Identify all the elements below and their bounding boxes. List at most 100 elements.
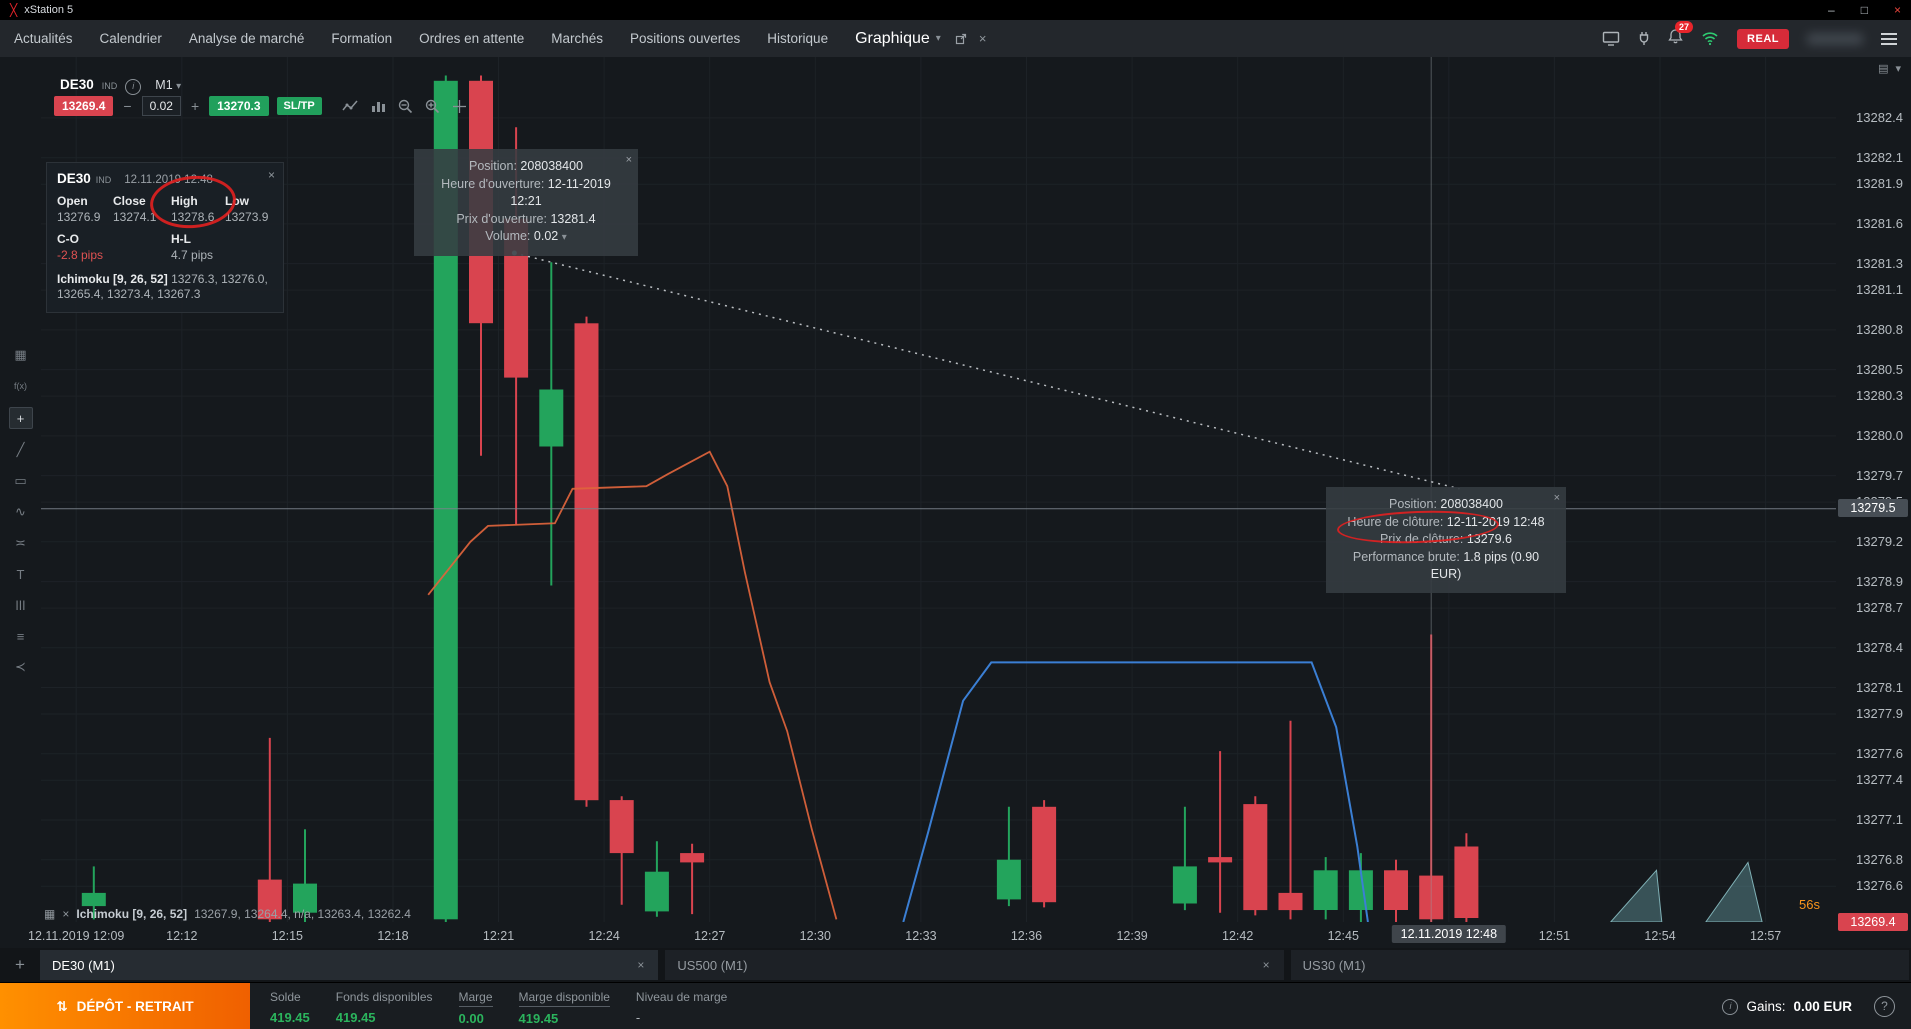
popout-icon[interactable] — [955, 33, 967, 45]
sltp-button[interactable]: SL/TP — [276, 97, 322, 115]
notifications-bell-icon[interactable]: 27 — [1668, 21, 1694, 49]
candle-body — [81, 892, 106, 907]
time-axis-label: 12:27 — [694, 929, 726, 943]
ohlc-col-high: High 13278.6 — [171, 194, 215, 224]
symbol-header: DE30 IND i M1 ▾ — [60, 77, 181, 95]
text-tool-icon[interactable]: T — [16, 566, 25, 582]
price-axis-label: 13281.6 — [1856, 215, 1903, 231]
close-tab-icon[interactable]: × — [1262, 958, 1270, 972]
close-icon[interactable]: × — [267, 168, 275, 182]
price-axis-label: 13280.8 — [1856, 321, 1903, 337]
zoom-in-icon[interactable] — [425, 99, 440, 114]
zoom-out-icon[interactable] — [398, 99, 413, 114]
function-icon[interactable]: f(x) — [14, 381, 27, 391]
nav-item-calendrier[interactable]: Calendrier — [99, 31, 162, 46]
price-axis-label: 13281.3 — [1856, 255, 1903, 271]
time-axis-label: 12:15 — [271, 929, 303, 943]
main-navbar: Actualités Calendrier Analyse de marché For… — [0, 20, 1911, 57]
nav-item-analyse-de-marche[interactable]: Analyse de marché — [188, 31, 305, 46]
time-axis[interactable]: 12.11.2019 12:09 12:12 12:15 12:18 12:21 12:2… — [28, 922, 1836, 948]
layers-icon[interactable]: ≡ — [16, 628, 25, 644]
candle-body — [644, 871, 669, 912]
ichimoku-tenkan-line — [427, 450, 838, 920]
time-axis-label: 12:39 — [1116, 929, 1148, 943]
volume-increase-button[interactable]: + — [190, 98, 200, 114]
monitor-icon[interactable] — [1602, 31, 1620, 46]
nav-item-actualites[interactable]: Actualités — [14, 31, 73, 46]
nav-item-marches[interactable]: Marchés — [551, 31, 603, 46]
indicator-legend: ▦ × Ichimoku [9, 26, 52] 13267.9, 13264.… — [44, 907, 411, 921]
time-axis-label: 12:18 — [377, 929, 409, 943]
trade-connector-line — [514, 252, 1460, 490]
crosshair-icon[interactable]: + — [8, 407, 33, 429]
nav-item-formation[interactable]: Formation — [331, 31, 393, 46]
volume-input[interactable]: 0.02 — [141, 96, 181, 116]
info-icon[interactable]: i — [1722, 998, 1739, 1015]
trendline-tool-icon[interactable] — [342, 99, 359, 113]
menu-hamburger-icon[interactable] — [1881, 32, 1897, 45]
fibonacci-icon[interactable]: ≍ — [15, 535, 26, 550]
price-axis-label: 13279.7 — [1856, 467, 1903, 483]
price-axis-label: 13279.2 — [1856, 533, 1903, 549]
indicators-icon[interactable] — [371, 99, 386, 113]
chart-tab-us30-m1[interactable]: US30 (M1) — [1290, 950, 1909, 980]
chart-tab-de30-m1[interactable]: DE30 (M1) × — [40, 950, 659, 980]
chart-canvas[interactable] — [41, 57, 1836, 922]
pan-crosshair-icon[interactable] — [452, 99, 467, 114]
nav-item-positions-ouvertes[interactable]: Positions ouvertes — [629, 31, 741, 46]
candle-body — [1384, 870, 1408, 910]
close-button[interactable]: × — [1893, 3, 1901, 17]
position-open-tooltip: × Position: 208038400 Heure d'ouverture:… — [414, 149, 638, 256]
notification-badge: 27 — [1675, 21, 1694, 33]
close-icon[interactable]: × — [625, 154, 632, 166]
add-chart-tab-button[interactable]: + — [15, 955, 25, 974]
sell-button[interactable]: 13269.4 — [54, 96, 114, 116]
legend-close-icon[interactable]: × — [62, 907, 70, 921]
price-axis[interactable]: ▤ ▾ 13279.5 13269.4 13282.4 13282.1 13281.… — [1836, 57, 1911, 947]
time-axis-label: 12:57 — [1749, 929, 1782, 943]
xstation-logo-icon: ╳ — [10, 3, 18, 17]
account-type-badge[interactable]: REAL — [1737, 28, 1789, 49]
maximize-button[interactable]: □ — [1860, 3, 1868, 17]
share-icon[interactable]: ≺ — [15, 659, 26, 674]
nav-menu: Actualités Calendrier Analyse de marché For… — [14, 31, 828, 46]
close-tab-icon[interactable]: × — [637, 958, 645, 972]
price-axis-label: 13281.9 — [1856, 176, 1903, 192]
histogram-icon[interactable]: ǀǀǀ — [15, 597, 26, 613]
wave-icon[interactable]: ∿ — [15, 504, 26, 519]
chevron-down-icon: ▾ — [935, 33, 941, 44]
info-icon[interactable]: i — [125, 79, 142, 95]
symbol-type-badge: IND — [101, 81, 118, 91]
tab-label: US30 (M1) — [1302, 957, 1366, 973]
minimize-button[interactable]: – — [1828, 3, 1835, 17]
deposit-withdraw-button[interactable]: ⇅ DÉPÔT - RETRAIT — [0, 983, 250, 1029]
nav-item-graphique[interactable]: Graphique ▾ — [855, 30, 941, 48]
chevron-down-icon[interactable]: ▾ — [561, 232, 567, 243]
buy-button[interactable]: 13270.3 — [209, 96, 269, 116]
nav-item-ordres-en-attente[interactable]: Ordres en attente — [419, 31, 525, 46]
volume-decrease-button[interactable]: − — [123, 98, 132, 114]
price-axis-label: 13278.4 — [1856, 639, 1903, 655]
shapes-icon[interactable]: ▭ — [14, 473, 27, 488]
close-chart-tab-icon[interactable]: × — [978, 31, 987, 46]
price-axis-label: 13280.5 — [1856, 361, 1903, 377]
snapshot-icon[interactable]: ▦ — [14, 347, 27, 362]
chart-tab-us500-m1[interactable]: US500 (M1) × — [665, 950, 1284, 980]
timeframe-select[interactable]: M1 ▾ — [155, 78, 181, 92]
ohlc-co: C-O -2.8 pips — [57, 232, 104, 262]
chevron-down-icon[interactable]: ▾ — [1895, 63, 1901, 75]
candle-body — [293, 883, 317, 913]
trendline-icon[interactable]: ╱ — [16, 442, 25, 457]
legend-visibility-icon[interactable]: ▦ — [44, 907, 56, 921]
nav-item-historique[interactable]: Historique — [767, 31, 829, 46]
metric-solde: Solde 419.45 — [270, 989, 310, 1025]
plug-icon[interactable] — [1638, 31, 1650, 46]
price-axis-label: 13278.7 — [1856, 600, 1903, 616]
help-button[interactable]: ? — [1874, 996, 1895, 1017]
price-axis-label: 13277.6 — [1856, 745, 1903, 761]
trade-controls: 13269.4 − 0.02 + 13270.3 SL/TP — [54, 96, 467, 116]
close-icon[interactable]: × — [1553, 492, 1560, 504]
metric-marge: Marge 0.00 — [458, 989, 493, 1026]
chart-list-icon[interactable]: ▤ — [1878, 63, 1889, 75]
price-axis-label: 13277.1 — [1856, 812, 1903, 827]
